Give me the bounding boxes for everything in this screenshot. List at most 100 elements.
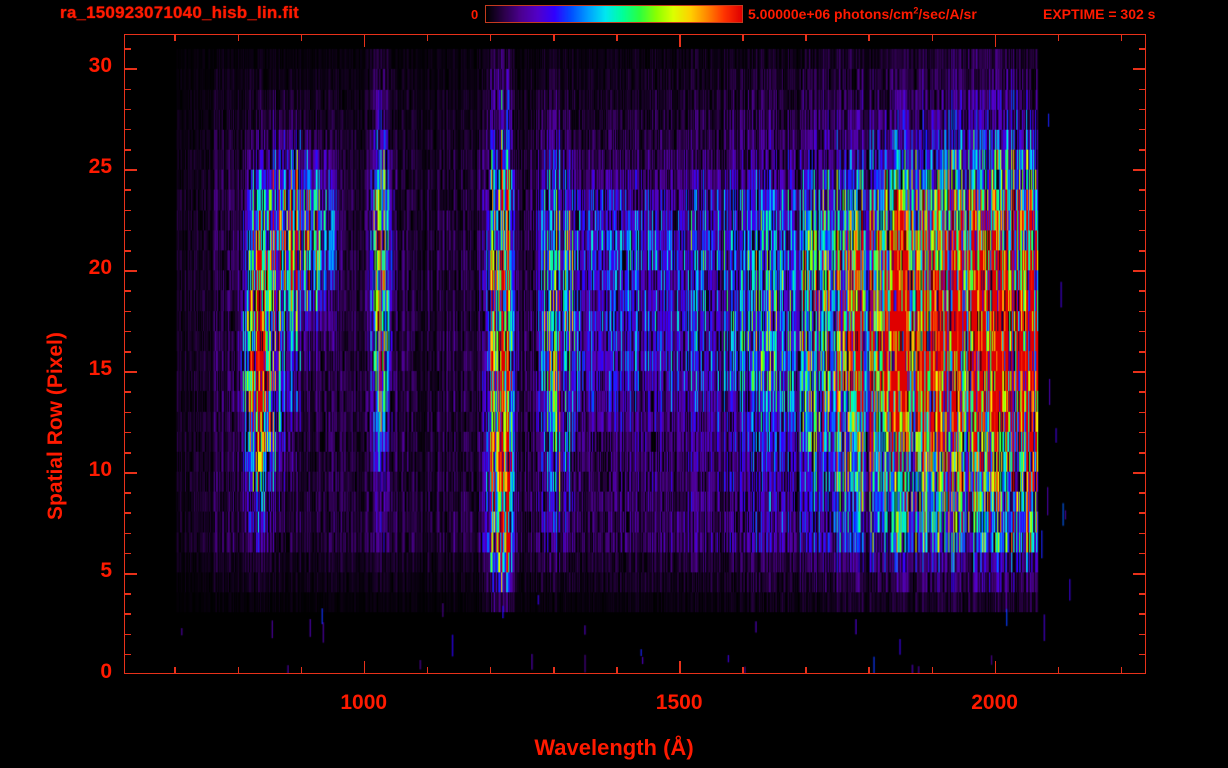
spectrogram-image — [125, 35, 1145, 673]
y-minor-tick-right — [1139, 411, 1146, 414]
x-tick-label: 2000 — [971, 691, 1018, 714]
y-minor-tick — [124, 633, 131, 636]
colorbar-units-exponent: 2 — [913, 5, 919, 16]
x-major-tick — [363, 661, 366, 674]
x-minor-tick — [931, 667, 934, 674]
x-minor-tick-top — [300, 34, 303, 41]
y-minor-tick — [124, 593, 131, 595]
y-minor-tick-right — [1139, 330, 1146, 333]
y-minor-tick-right — [1139, 189, 1146, 192]
plot-frame — [124, 34, 1146, 674]
x-major-tick-top — [994, 34, 997, 47]
y-minor-tick-right — [1139, 653, 1146, 656]
y-minor-tick — [124, 229, 131, 232]
y-minor-tick — [124, 431, 131, 434]
y-minor-tick — [124, 451, 131, 454]
x-minor-tick — [805, 667, 807, 674]
x-minor-tick — [426, 667, 429, 674]
y-tick-label: 15 — [88, 357, 112, 381]
colorbar-min-label: 0 — [471, 7, 479, 22]
x-minor-tick-top — [237, 34, 240, 41]
x-minor-tick — [868, 667, 870, 674]
colorbar-units-suffix: /sec/A/sr — [918, 6, 977, 22]
y-major-tick-right — [1133, 371, 1146, 373]
y-minor-tick-right — [1139, 451, 1146, 454]
x-major-tick — [994, 661, 997, 674]
y-major-tick-right — [1133, 472, 1146, 474]
colorbar — [485, 5, 743, 23]
y-minor-tick — [124, 128, 131, 131]
colorbar-max-label: 5.00000e+06 photons/cm2/sec/A/sr — [748, 6, 977, 22]
y-minor-tick-right — [1139, 290, 1146, 292]
y-minor-tick-right — [1139, 48, 1146, 50]
x-minor-tick-top — [805, 34, 807, 41]
y-minor-tick-right — [1139, 431, 1146, 434]
y-tick-label: 30 — [88, 54, 112, 78]
y-minor-tick-right — [1139, 633, 1146, 636]
y-minor-tick-right — [1139, 209, 1146, 212]
x-tick-label: 1500 — [655, 691, 703, 714]
y-minor-tick — [124, 209, 131, 212]
y-minor-tick-right — [1139, 613, 1146, 616]
x-minor-tick-top — [426, 34, 429, 41]
y-tick-label: 25 — [88, 155, 112, 179]
y-major-tick — [124, 68, 137, 70]
y-major-tick — [124, 270, 137, 272]
y-minor-tick — [124, 552, 131, 555]
y-minor-tick — [124, 108, 131, 111]
x-minor-tick-top — [174, 34, 177, 41]
x-minor-tick-top — [868, 34, 870, 41]
y-minor-tick-right — [1139, 250, 1146, 252]
x-minor-tick-top — [1057, 34, 1060, 41]
y-minor-tick-right — [1139, 532, 1146, 535]
y-minor-tick-right — [1139, 149, 1146, 151]
y-minor-tick-right — [1139, 350, 1146, 353]
x-major-tick-top — [363, 34, 366, 47]
y-minor-tick-right — [1139, 593, 1146, 595]
y-minor-tick — [124, 250, 131, 252]
x-minor-tick — [237, 667, 240, 674]
y-tick-label: 5 — [100, 559, 112, 583]
x-minor-tick — [1057, 667, 1060, 674]
x-minor-tick — [616, 667, 618, 674]
y-minor-tick — [124, 149, 131, 151]
y-minor-tick — [124, 532, 131, 535]
y-minor-tick — [124, 492, 131, 494]
x-tick-label: 1000 — [340, 691, 388, 714]
y-minor-tick — [124, 391, 131, 393]
x-major-tick — [679, 661, 681, 674]
x-minor-tick — [1120, 667, 1123, 674]
y-major-tick — [124, 371, 137, 373]
y-minor-tick-right — [1139, 512, 1146, 515]
x-minor-tick-top — [489, 34, 492, 41]
y-minor-tick — [124, 411, 131, 414]
y-minor-tick — [124, 88, 131, 91]
y-major-tick-right — [1133, 573, 1146, 575]
x-minor-tick — [489, 667, 492, 674]
y-minor-tick-right — [1139, 310, 1146, 313]
y-minor-tick-right — [1139, 128, 1146, 131]
colorbar-units-prefix: photons/cm — [830, 6, 914, 22]
y-minor-tick — [124, 48, 131, 50]
y-axis-label: Spatial Row (Pixel) — [44, 332, 67, 520]
x-minor-tick — [552, 667, 555, 674]
y-minor-tick — [124, 613, 131, 616]
colorbar-max-value: 5.00000e+06 — [748, 6, 831, 22]
x-minor-tick — [742, 667, 744, 674]
y-minor-tick — [124, 653, 131, 656]
y-tick-label: 0 — [100, 660, 112, 683]
y-minor-tick — [124, 290, 131, 292]
y-minor-tick-right — [1139, 391, 1146, 393]
y-tick-label: 10 — [88, 458, 112, 482]
y-tick-label: 20 — [88, 256, 112, 280]
y-major-tick — [124, 573, 137, 575]
y-major-tick — [124, 169, 137, 171]
y-major-tick-right — [1133, 270, 1146, 272]
y-minor-tick-right — [1139, 552, 1146, 555]
y-major-tick-right — [1133, 169, 1146, 171]
y-minor-tick-right — [1139, 492, 1146, 494]
y-major-tick-right — [1133, 68, 1146, 70]
y-minor-tick-right — [1139, 88, 1146, 91]
y-minor-tick — [124, 189, 131, 192]
